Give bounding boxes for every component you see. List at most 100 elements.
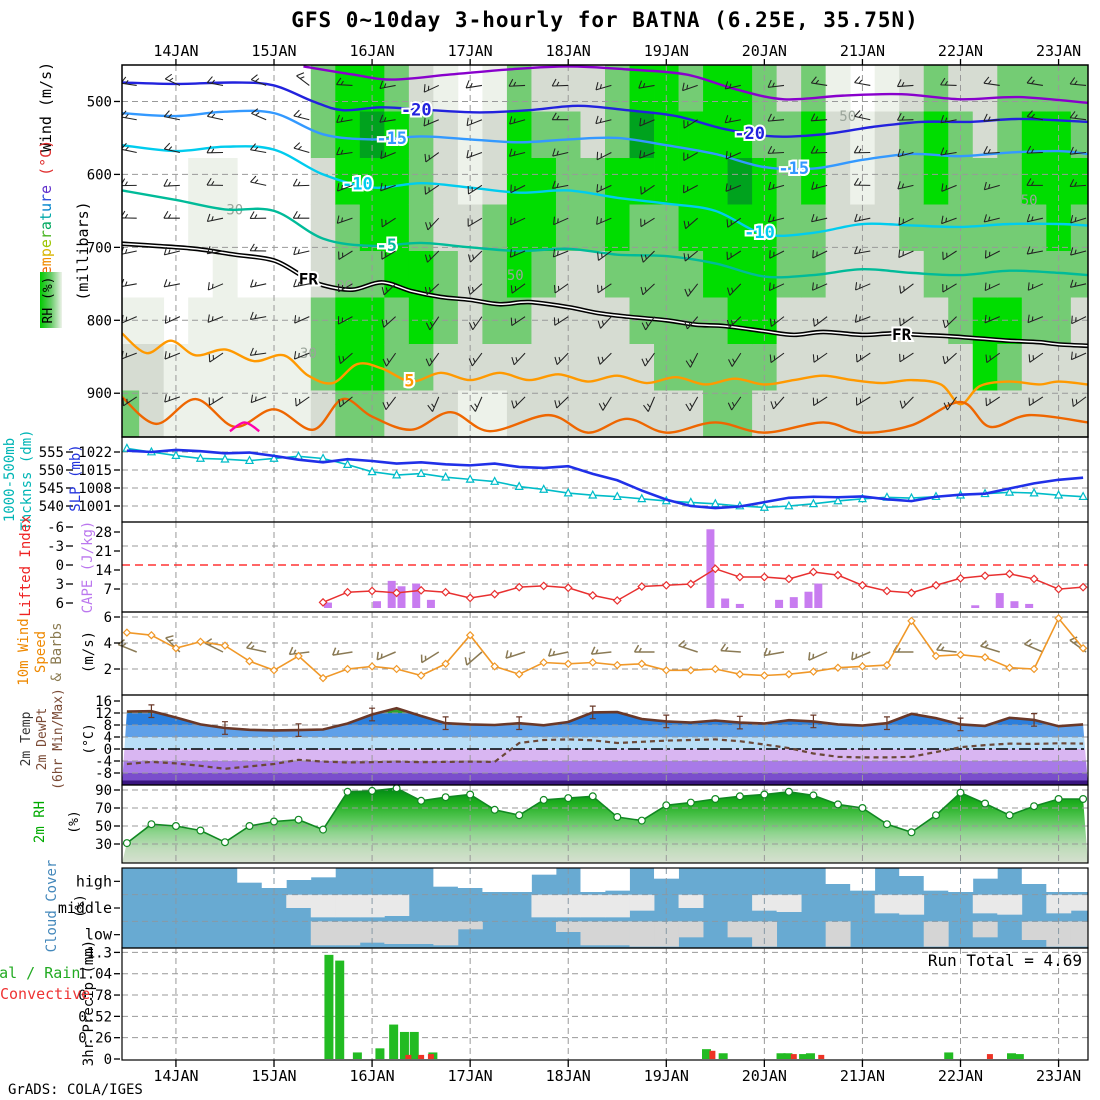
svg-text:& Barbs: & Barbs bbox=[49, 622, 65, 681]
rh-line bbox=[126, 787, 1084, 844]
temp-contours bbox=[122, 65, 1088, 434]
svg-text:-15: -15 bbox=[376, 129, 407, 149]
svg-text:545: 545 bbox=[39, 481, 64, 497]
svg-text:6: 6 bbox=[104, 610, 112, 626]
convective-legend: Convective bbox=[0, 985, 90, 1003]
x-axis-top: 14JAN 15JAN 16JAN 17JAN 18JAN 19JAN 20JAN 21JAN… bbox=[153, 42, 1081, 65]
panel-upper-air: 303090505050-20-20-15-15-10-10-55FRFR500… bbox=[87, 64, 1089, 438]
temperature-axis-label: Temperature (°C) bbox=[37, 140, 55, 285]
cloud-gridlines bbox=[122, 868, 1088, 948]
svg-text:1001: 1001 bbox=[78, 499, 112, 515]
contour-value-labels: -20 -20 -15 -15 -10 -10 -5 5 FR FR bbox=[297, 98, 914, 393]
cloud-middle-bars bbox=[286, 894, 1088, 918]
svg-text:2m RH: 2m RH bbox=[32, 801, 48, 843]
rh-gridlines bbox=[122, 785, 1088, 863]
svg-text:0.26: 0.26 bbox=[78, 1031, 112, 1047]
svg-text:500: 500 bbox=[87, 94, 112, 110]
svg-text:2m DewPt: 2m DewPt bbox=[35, 708, 50, 771]
svg-text:17JAN: 17JAN bbox=[448, 1067, 493, 1085]
precip-axis: 1.3 1.04 0.78 0.52 0.26 0 bbox=[78, 945, 120, 1068]
svg-text:19JAN: 19JAN bbox=[644, 1067, 689, 1085]
temp-gridlines bbox=[122, 695, 1088, 785]
svg-text:17JAN: 17JAN bbox=[448, 42, 493, 60]
svg-text:50: 50 bbox=[95, 819, 112, 835]
svg-text:0.78: 0.78 bbox=[78, 988, 112, 1004]
svg-text:middle: middle bbox=[58, 899, 112, 917]
svg-text:1.04: 1.04 bbox=[78, 967, 112, 983]
svg-text:600: 600 bbox=[87, 167, 112, 183]
svg-text:21: 21 bbox=[95, 544, 112, 560]
panel-li-cape: 28 21 14 7 -6 -3 0 3 6 bbox=[47, 520, 1089, 613]
svg-text:(6hr Min/Max): (6hr Min/Max) bbox=[51, 688, 66, 790]
svg-text:0: 0 bbox=[104, 742, 112, 758]
svg-text:23JAN: 23JAN bbox=[1036, 42, 1081, 60]
rh-legend-chip bbox=[40, 272, 62, 328]
panel-2m-rh: 90 70 50 30 bbox=[95, 783, 1089, 864]
svg-text:50: 50 bbox=[1021, 193, 1038, 209]
wind-speed-line bbox=[126, 616, 1084, 680]
temp-line bbox=[126, 706, 1084, 732]
svg-text:20JAN: 20JAN bbox=[742, 1067, 787, 1085]
upper-air-gridlines bbox=[122, 65, 1088, 437]
svg-text:(millibars): (millibars) bbox=[74, 201, 92, 300]
temp-fill bbox=[122, 708, 1088, 785]
svg-text:-10: -10 bbox=[342, 175, 373, 195]
svg-text:20JAN: 20JAN bbox=[742, 42, 787, 60]
run-total-label: Run Total = 4.69 bbox=[928, 951, 1082, 970]
svg-text:Speed: Speed bbox=[33, 631, 49, 673]
svg-text:30: 30 bbox=[95, 837, 112, 853]
svg-text:Thcknss (dm): Thcknss (dm) bbox=[19, 429, 35, 530]
slp-axis: 1022 1015 1008 1001 bbox=[78, 445, 120, 515]
svg-text:21JAN: 21JAN bbox=[840, 42, 885, 60]
svg-text:-20: -20 bbox=[734, 124, 765, 144]
svg-text:540: 540 bbox=[39, 499, 64, 515]
svg-text:-8: -8 bbox=[95, 766, 112, 782]
svg-text:0: 0 bbox=[104, 1052, 112, 1068]
svg-text:18JAN: 18JAN bbox=[546, 42, 591, 60]
svg-text:FR: FR bbox=[299, 270, 319, 289]
svg-text:1022: 1022 bbox=[78, 445, 112, 461]
surface-wind-barbs bbox=[117, 635, 1087, 666]
svg-text:Lifted Index: Lifted Index bbox=[18, 515, 34, 616]
svg-text:SLP (mb): SLP (mb) bbox=[68, 444, 84, 511]
slp-line bbox=[126, 448, 1084, 510]
rh-markers bbox=[122, 784, 1088, 848]
svg-text:-10: -10 bbox=[744, 223, 775, 243]
svg-text:Run Total = 4.69: Run Total = 4.69 bbox=[928, 951, 1082, 970]
svg-text:1015: 1015 bbox=[78, 463, 112, 479]
svg-text:RH (%): RH (%) bbox=[41, 277, 56, 324]
svg-text:-3: -3 bbox=[47, 539, 64, 555]
panel-slp-thickness: 1022 1015 1008 1001 555 550 545 540 bbox=[39, 436, 1089, 523]
svg-text:15JAN: 15JAN bbox=[251, 42, 296, 60]
svg-text:18JAN: 18JAN bbox=[546, 1067, 591, 1085]
svg-text:(°C): (°C) bbox=[82, 723, 97, 754]
total-rain-legend: Total / Rain bbox=[0, 964, 80, 982]
svg-text:6: 6 bbox=[56, 596, 64, 612]
svg-text:FR: FR bbox=[892, 325, 912, 344]
svg-text:0: 0 bbox=[56, 558, 64, 574]
svg-text:23JAN: 23JAN bbox=[1036, 1067, 1081, 1085]
svg-text:1008: 1008 bbox=[78, 481, 112, 497]
svg-text:800: 800 bbox=[87, 313, 112, 329]
svg-text:14: 14 bbox=[95, 563, 112, 579]
svg-text:5: 5 bbox=[404, 372, 414, 392]
svg-text:Wind (m/s): Wind (m/s) bbox=[37, 62, 55, 152]
x-axis-bottom: 14JAN 15JAN 16JAN 17JAN 18JAN 19JAN 20JAN 21JAN… bbox=[153, 1060, 1081, 1085]
svg-text:10m Wind: 10m Wind bbox=[16, 618, 32, 685]
chart-title: GFS 0~10day 3-hourly for BATNA (6.25E, 3… bbox=[291, 8, 919, 32]
svg-text:50: 50 bbox=[839, 109, 856, 125]
freezing-level-line bbox=[122, 241, 1088, 349]
svg-text:1.3: 1.3 bbox=[87, 945, 112, 961]
svg-text:8: 8 bbox=[104, 718, 112, 734]
svg-text:-4: -4 bbox=[95, 754, 112, 770]
lifted-index-line bbox=[322, 567, 1084, 604]
panel-cloud-cover: high middle low bbox=[58, 867, 1089, 949]
svg-text:900: 900 bbox=[87, 386, 112, 402]
millibars-axis: 500 600 700 800 900 bbox=[87, 94, 120, 402]
svg-text:21JAN: 21JAN bbox=[840, 1067, 885, 1085]
svg-text:(%): (%) bbox=[67, 810, 82, 833]
wind-barbs-grid bbox=[122, 72, 1087, 412]
